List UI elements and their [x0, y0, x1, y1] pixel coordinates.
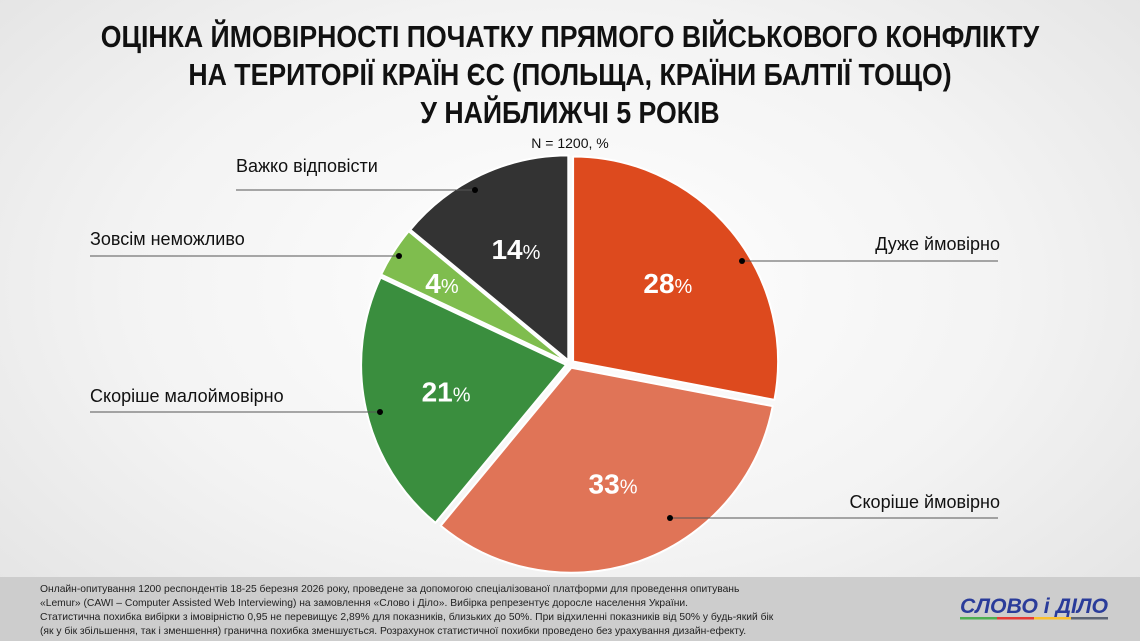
- methodology-note: Онлайн-опитування 1200 респондентів 18-2…: [40, 583, 940, 639]
- logo-stripe: [1034, 617, 1071, 620]
- chart-title: ОЦІНКА ЙМОВІРНОСТІ ПОЧАТКУ ПРЯМОГО ВІЙСЬ…: [0, 18, 1140, 132]
- legend-label: Дуже ймовірно: [875, 234, 1000, 254]
- pie-slice: [572, 155, 780, 401]
- logo-stripe: [960, 617, 997, 620]
- data-label: 14%: [491, 234, 540, 265]
- slovo-i-dilo-logo: СЛОВО і ДІЛО: [960, 595, 1108, 620]
- footer-line: Онлайн-опитування 1200 респондентів 18-2…: [40, 584, 740, 595]
- footer-line: «Lemur» (CAWI – Computer Assisted Web In…: [40, 598, 689, 609]
- chart-subtitle: N = 1200, %: [531, 135, 609, 151]
- title-line: НА ТЕРИТОРІЇ КРАЇН ЄС (ПОЛЬЩА, КРАЇНИ БА…: [188, 57, 952, 92]
- footer-line: Статистична похибка вибірки з імовірніст…: [40, 612, 774, 623]
- data-label: 28%: [643, 268, 692, 299]
- legend-label: Скоріше ймовірно: [849, 492, 1000, 512]
- pie-slice: [409, 154, 570, 362]
- legend-label: Важко відповісти: [236, 156, 378, 176]
- data-label: 33%: [589, 468, 638, 499]
- leader-dot: [667, 515, 673, 521]
- pie-slice: [380, 230, 568, 363]
- title-line: ОЦІНКА ЙМОВІРНОСТІ ПОЧАТКУ ПРЯМОГО ВІЙСЬ…: [100, 19, 1040, 54]
- logo-stripe: [1071, 617, 1108, 620]
- logo-stripe: [997, 617, 1034, 620]
- leader-dot: [396, 253, 402, 259]
- pie-slice: [360, 276, 568, 524]
- legend-label: Скоріше малоймовірно: [90, 386, 284, 406]
- pie-slice: [439, 366, 774, 574]
- leader-dot: [739, 258, 745, 264]
- title-line: У НАЙБЛИЖЧІ 5 РОКІВ: [420, 95, 720, 130]
- svg-text:СЛОВО і ДІЛО: СЛОВО і ДІЛО: [960, 595, 1108, 618]
- leader-dot: [377, 409, 383, 415]
- footer-line: (як у бік збільшення, так і зменшення) г…: [40, 626, 747, 637]
- leader-dot: [472, 187, 478, 193]
- legend-label: Зовсім неможливо: [90, 229, 245, 249]
- footer: Онлайн-опитування 1200 респондентів 18-2…: [0, 577, 1140, 641]
